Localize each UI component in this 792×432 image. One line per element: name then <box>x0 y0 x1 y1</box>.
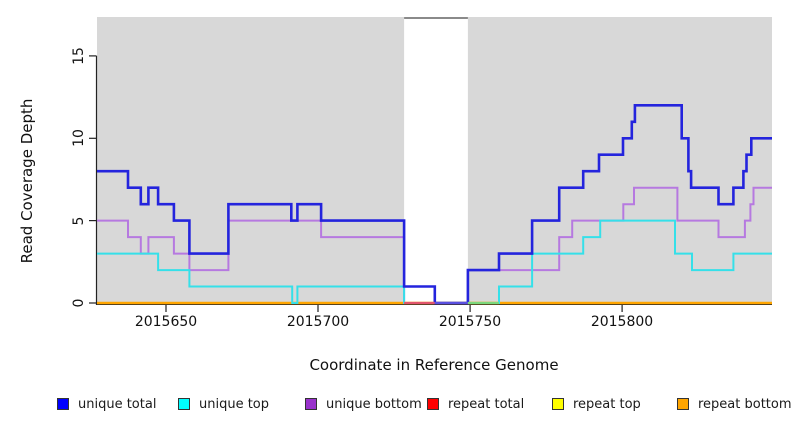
legend-label: repeat top <box>573 396 641 412</box>
legend-item-repeat-bottom: repeat bottom <box>677 394 792 414</box>
y-tick-label-10: 10 <box>71 129 87 147</box>
legend-item-unique-top: unique top <box>178 394 269 414</box>
shaded-region <box>97 17 405 305</box>
series-line-unique-total <box>97 104 772 305</box>
y-tick-label-0: 0 <box>71 298 87 308</box>
legend-label: repeat bottom <box>698 396 792 412</box>
x-tick-label-2015800: 2015800 <box>590 314 654 330</box>
repeat-bottom-swatch-icon <box>677 398 689 410</box>
legend-label: unique bottom <box>326 396 422 412</box>
legend-label: unique total <box>78 396 157 412</box>
legend-item-repeat-top: repeat top <box>552 394 641 414</box>
y-tick-label-15: 15 <box>71 47 87 65</box>
legend: unique total unique top unique bottom re… <box>0 394 792 416</box>
x-tick-label-2015700: 2015700 <box>286 314 350 330</box>
legend-item-repeat-total: repeat total <box>427 394 524 414</box>
shaded-region <box>467 17 772 305</box>
x-tick-label-2015650: 2015650 <box>134 314 198 330</box>
legend-item-unique-bottom: unique bottom <box>305 394 422 414</box>
x-axis-title: Coordinate in Reference Genome <box>309 356 559 374</box>
unique-top-swatch-icon <box>178 398 190 410</box>
unique-bottom-swatch-icon <box>305 398 317 410</box>
unique-total-swatch-icon <box>57 398 69 410</box>
legend-item-unique-total: unique total <box>57 394 156 414</box>
repeat-top-swatch-icon <box>552 398 564 410</box>
legend-label: unique top <box>199 396 270 412</box>
y-tick-label-5: 5 <box>71 216 87 226</box>
y-axis-title: Read Coverage Depth <box>18 98 36 264</box>
x-tick-label-2015750: 2015750 <box>438 314 502 330</box>
legend-label: repeat total <box>448 396 525 412</box>
series-line-unique-bottom <box>97 186 772 304</box>
repeat-total-swatch-icon <box>427 398 439 410</box>
series-line-unique-top <box>97 219 772 304</box>
